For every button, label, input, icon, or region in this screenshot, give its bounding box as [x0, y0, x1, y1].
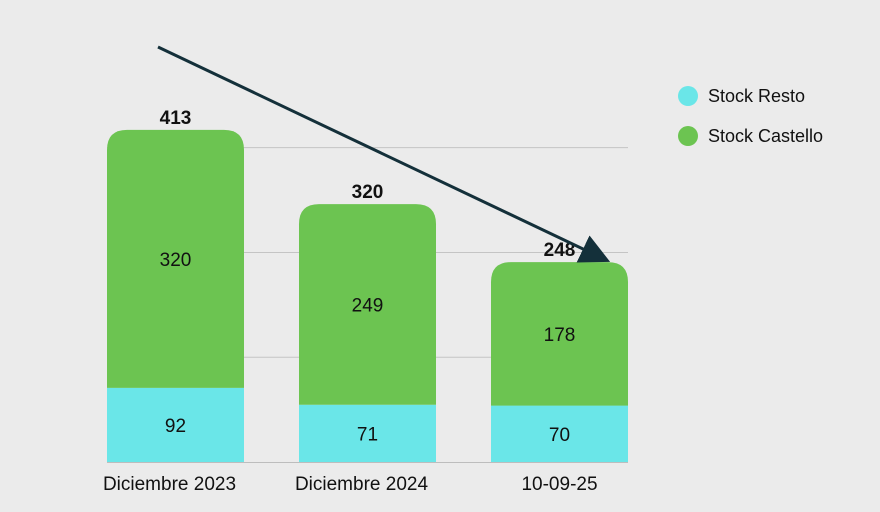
legend-item: Stock Castello [678, 124, 823, 148]
bar-stock-resto [299, 404, 436, 462]
bar-stock-resto [107, 387, 244, 462]
category-label: Diciembre 2024 [295, 474, 428, 495]
trend-arrow [157, 45, 611, 263]
bar-stock-resto [491, 405, 628, 462]
bar-stock-castello [299, 204, 436, 405]
legend-swatch [678, 86, 698, 106]
bars [107, 129, 628, 462]
bar-stock-castello [107, 129, 244, 388]
total-label: 320 [352, 182, 384, 203]
category-label: 10-09-25 [521, 474, 597, 495]
legend-label: Stock Resto [708, 85, 806, 106]
legend-label: Stock Castello [708, 125, 824, 146]
value-label-stock-castello: 178 [544, 325, 576, 346]
legend: Stock Resto Stock Castello [678, 84, 823, 164]
category-label: Diciembre 2023 [103, 474, 236, 495]
legend-item: Stock Resto [678, 84, 823, 108]
labels: 92 320 413 Diciembre 2023 71 249 320 Diciembre … [103, 108, 598, 495]
bar-stock-castello [491, 262, 628, 406]
total-label: 248 [544, 240, 576, 261]
value-label-stock-resto: 70 [549, 425, 570, 446]
value-label-stock-castello: 249 [352, 295, 384, 316]
value-label-stock-castello: 320 [160, 250, 192, 271]
value-label-stock-resto: 71 [357, 424, 378, 445]
value-label-stock-resto: 92 [165, 416, 186, 437]
total-label: 413 [160, 108, 192, 129]
legend-swatch [678, 126, 698, 146]
